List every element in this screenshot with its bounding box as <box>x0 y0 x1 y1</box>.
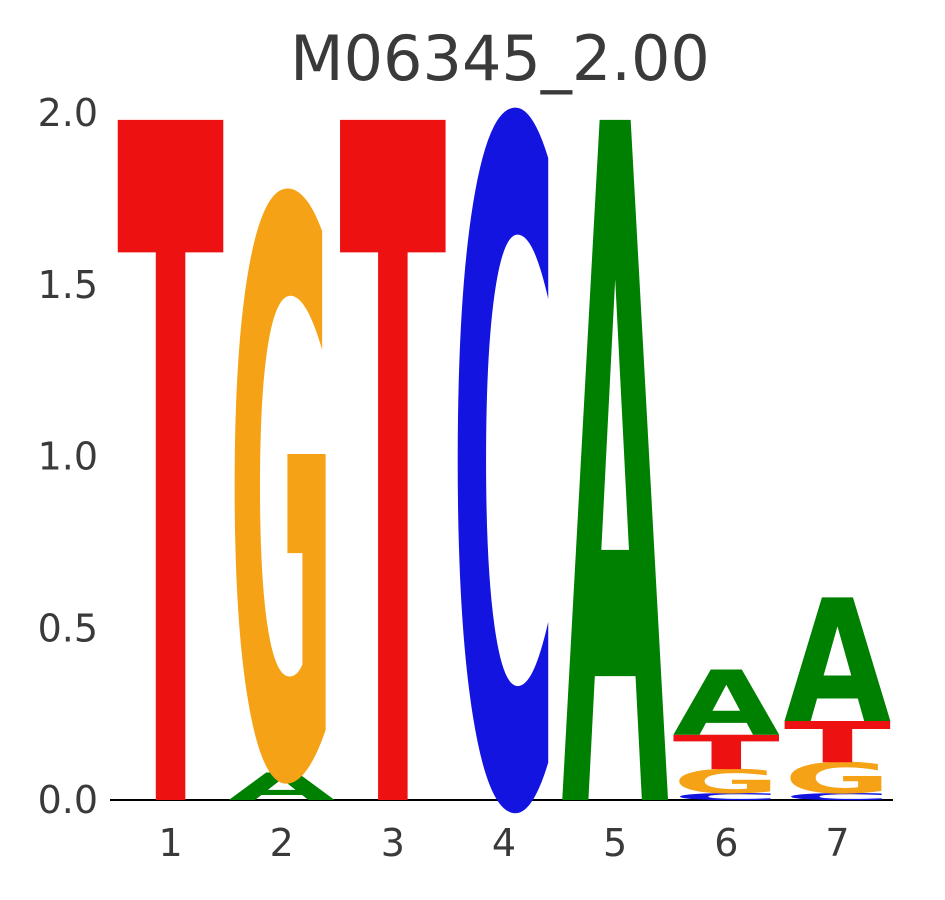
logo-letter-C: C <box>673 791 780 802</box>
logo-letter-A: A <box>228 765 336 809</box>
logo-letter-A: A <box>673 653 780 757</box>
chart-title: M06345_2.00 <box>290 22 710 95</box>
x-tick-label: 3 <box>381 821 405 865</box>
x-tick-label: 2 <box>270 821 294 865</box>
x-tick-label: 5 <box>603 821 627 865</box>
axis-ticks: 0.0 0.5 1.0 1.5 2.0 1 2 3 4 5 6 7 <box>38 91 850 865</box>
x-tick-label: 4 <box>492 821 516 865</box>
logo-letter-G: G <box>228 43 335 900</box>
y-tick-label: 0.0 <box>38 778 98 822</box>
logo-letter-C: C <box>784 791 891 802</box>
logo-letter-T: T <box>784 711 891 776</box>
logo-letter-A: A <box>562 0 670 900</box>
y-tick-label: 2.0 <box>38 91 98 135</box>
logo-letter-G: G <box>673 763 780 802</box>
y-tick-label: 1.5 <box>38 263 98 307</box>
logo-letter-T: T <box>673 726 780 781</box>
logo-letter-T: T <box>339 0 447 900</box>
logo-letter-A: A <box>784 564 891 761</box>
x-tick-label: 1 <box>158 821 182 865</box>
y-tick-label: 1.0 <box>38 435 98 479</box>
x-tick-label: 7 <box>825 821 849 865</box>
logo-letter-T: T <box>117 0 225 900</box>
logo-letter-C: C <box>450 0 557 900</box>
y-tick-label: 0.5 <box>38 606 98 650</box>
x-tick-label: 6 <box>714 821 738 865</box>
logo-letter-G: G <box>784 754 891 803</box>
